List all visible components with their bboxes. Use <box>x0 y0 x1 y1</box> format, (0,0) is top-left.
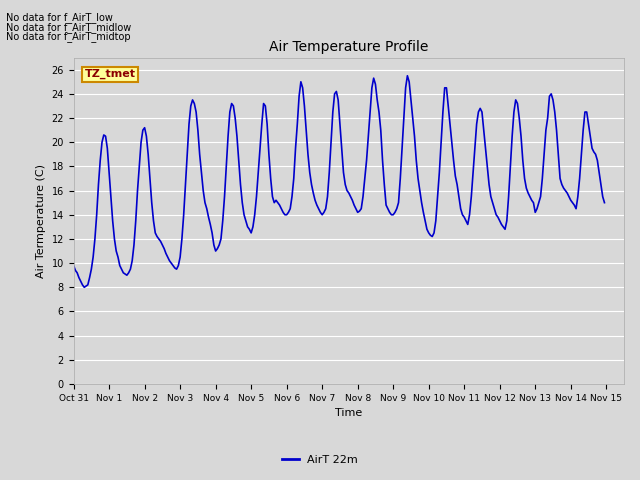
Text: TZ_tmet: TZ_tmet <box>84 69 136 80</box>
Title: Air Temperature Profile: Air Temperature Profile <box>269 40 429 54</box>
Y-axis label: Air Termperature (C): Air Termperature (C) <box>36 164 46 278</box>
Text: No data for f_AirT_midtop: No data for f_AirT_midtop <box>6 31 131 42</box>
Text: No data for f_AirT_low: No data for f_AirT_low <box>6 12 113 23</box>
X-axis label: Time: Time <box>335 408 362 418</box>
Text: No data for f_AirT_midlow: No data for f_AirT_midlow <box>6 22 132 33</box>
Legend: AirT 22m: AirT 22m <box>277 451 363 469</box>
